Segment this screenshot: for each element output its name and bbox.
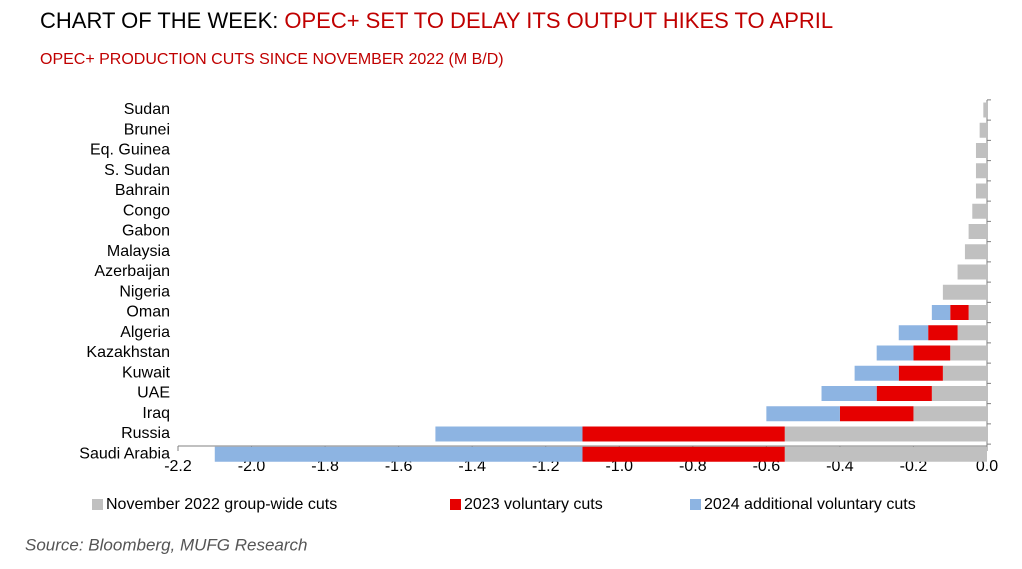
bar bbox=[435, 426, 583, 442]
bar bbox=[214, 446, 583, 462]
chart-title: OPEC+ SET TO DELAY ITS OUTPUT HIKES TO A… bbox=[284, 8, 833, 33]
x-tick-label: 0.0 bbox=[976, 458, 998, 475]
bar bbox=[975, 163, 987, 179]
bar bbox=[898, 325, 929, 341]
bar bbox=[839, 406, 914, 422]
y-tick-label: Azerbaijan bbox=[94, 263, 170, 280]
bar bbox=[950, 345, 987, 361]
bar bbox=[913, 406, 987, 422]
bar bbox=[931, 305, 951, 320]
legend-swatch bbox=[92, 499, 103, 510]
bar bbox=[928, 325, 958, 341]
bar bbox=[975, 143, 987, 158]
x-tick-label: -0.4 bbox=[826, 458, 854, 475]
bar bbox=[972, 203, 987, 219]
bar bbox=[979, 122, 987, 138]
bar bbox=[876, 345, 914, 361]
source: Source: Bloomberg, MUFG Research bbox=[25, 535, 308, 554]
bar bbox=[968, 305, 987, 320]
x-tick-label: -0.2 bbox=[900, 458, 928, 475]
bar bbox=[968, 224, 987, 239]
bar bbox=[784, 446, 987, 462]
y-tick-label: UAE bbox=[137, 385, 170, 402]
x-tick-label: -0.6 bbox=[753, 458, 781, 475]
y-tick-label: Saudi Arabia bbox=[79, 445, 170, 462]
y-tick-label: Congo bbox=[123, 202, 170, 219]
legend-label: November 2022 group-wide cuts bbox=[106, 496, 337, 513]
y-tick-label: Iraq bbox=[142, 405, 170, 422]
bar bbox=[854, 365, 899, 381]
chart-subtitle: OPEC+ PRODUCTION CUTS SINCE NOVEMBER 202… bbox=[40, 51, 504, 68]
bar bbox=[964, 244, 987, 260]
y-tick-label: Bahrain bbox=[115, 182, 170, 199]
legend-label: 2024 additional voluntary cuts bbox=[704, 496, 916, 513]
bar bbox=[931, 386, 987, 401]
legend-label: 2023 voluntary cuts bbox=[464, 496, 603, 513]
y-tick-label: Russia bbox=[121, 425, 170, 442]
bar bbox=[898, 365, 943, 381]
bar bbox=[582, 446, 785, 462]
x-tick-label: -1.0 bbox=[605, 458, 633, 475]
x-tick-label: -1.6 bbox=[385, 458, 413, 475]
bar bbox=[942, 284, 987, 300]
legend-swatch bbox=[690, 499, 701, 510]
y-tick-label: Kazakhstan bbox=[86, 344, 170, 361]
y-tick-label: Algeria bbox=[120, 324, 170, 341]
y-tick-label: Sudan bbox=[124, 101, 170, 118]
x-tick-label: -2.2 bbox=[164, 458, 192, 475]
x-tick-label: -2.0 bbox=[238, 458, 266, 475]
y-tick-label: Gabon bbox=[122, 223, 170, 240]
y-tick-label: Kuwait bbox=[122, 364, 171, 381]
kicker: CHART OF THE WEEK: bbox=[40, 8, 278, 33]
y-tick-label: Malaysia bbox=[107, 243, 170, 260]
bar bbox=[957, 264, 987, 280]
bar bbox=[784, 426, 987, 442]
bar bbox=[582, 426, 785, 442]
bar bbox=[913, 345, 951, 361]
y-tick-label: Oman bbox=[126, 304, 170, 321]
x-tick-label: -1.4 bbox=[458, 458, 486, 475]
bar bbox=[983, 102, 987, 118]
title: CHART OF THE WEEK: OPEC+ SET TO DELAY ITS… bbox=[40, 8, 833, 33]
x-tick-label: -1.8 bbox=[311, 458, 339, 475]
y-tick-label: Eq. Guinea bbox=[90, 142, 170, 159]
bar bbox=[942, 365, 987, 381]
x-tick-label: -0.8 bbox=[679, 458, 707, 475]
bar bbox=[821, 386, 877, 401]
bar bbox=[950, 305, 969, 320]
bar bbox=[766, 406, 840, 422]
y-tick-label: Nigeria bbox=[119, 283, 170, 300]
bar bbox=[957, 325, 987, 341]
bar bbox=[876, 386, 932, 401]
legend-swatch bbox=[450, 499, 461, 510]
y-tick-label: S. Sudan bbox=[104, 162, 170, 179]
bar bbox=[975, 183, 987, 199]
y-tick-label: Brunei bbox=[124, 121, 170, 138]
x-tick-label: -1.2 bbox=[532, 458, 560, 475]
